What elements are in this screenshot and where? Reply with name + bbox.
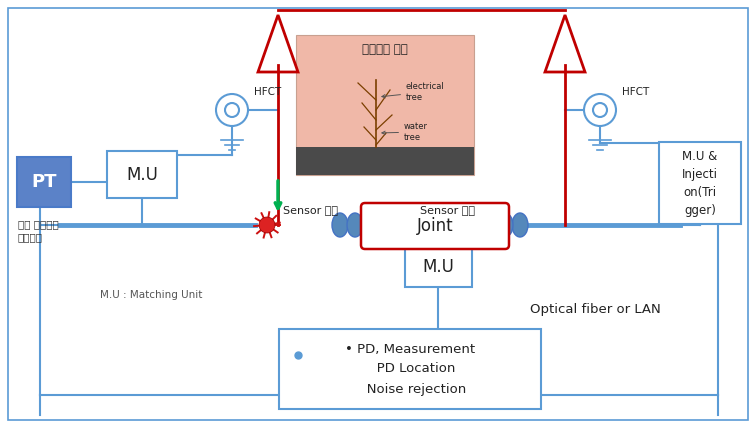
FancyBboxPatch shape <box>107 151 177 198</box>
Text: electrical
tree: electrical tree <box>382 82 445 102</box>
Text: water
tree: water tree <box>382 122 428 142</box>
FancyBboxPatch shape <box>17 157 71 207</box>
Text: M.U: M.U <box>423 258 454 276</box>
Text: M.U : Matching Unit: M.U : Matching Unit <box>100 290 203 300</box>
Text: HFCT: HFCT <box>254 87 281 97</box>
Text: HFCT: HFCT <box>622 87 649 97</box>
Text: Joint: Joint <box>417 217 454 235</box>
Ellipse shape <box>347 213 363 237</box>
Circle shape <box>584 94 616 126</box>
Text: M.U: M.U <box>126 166 158 184</box>
Text: Optical fiber or LAN: Optical fiber or LAN <box>530 303 661 316</box>
Bar <box>296 147 474 175</box>
Text: M.U &
Injecti
on(Tri
gger): M.U & Injecti on(Tri gger) <box>682 149 718 217</box>
Text: 또는 전계센서
위상정보: 또는 전계센서 위상정보 <box>18 219 59 242</box>
Circle shape <box>216 94 248 126</box>
Ellipse shape <box>497 213 513 237</box>
FancyBboxPatch shape <box>405 247 472 287</box>
Circle shape <box>593 103 607 117</box>
Text: PT: PT <box>31 173 57 191</box>
Circle shape <box>259 217 275 233</box>
Text: Sensor 개발: Sensor 개발 <box>420 205 475 215</box>
FancyBboxPatch shape <box>361 203 509 249</box>
Ellipse shape <box>512 213 528 237</box>
Text: • PD, Measurement
   PD Location
   Noise rejection: • PD, Measurement PD Location Noise reje… <box>345 342 475 395</box>
Text: Sensor 개발: Sensor 개발 <box>283 205 338 215</box>
Circle shape <box>225 103 239 117</box>
FancyBboxPatch shape <box>659 142 741 224</box>
Ellipse shape <box>332 213 348 237</box>
FancyBboxPatch shape <box>279 329 541 409</box>
Bar <box>296 35 474 175</box>
Text: 케이블의 고장: 케이블의 고장 <box>362 42 408 56</box>
